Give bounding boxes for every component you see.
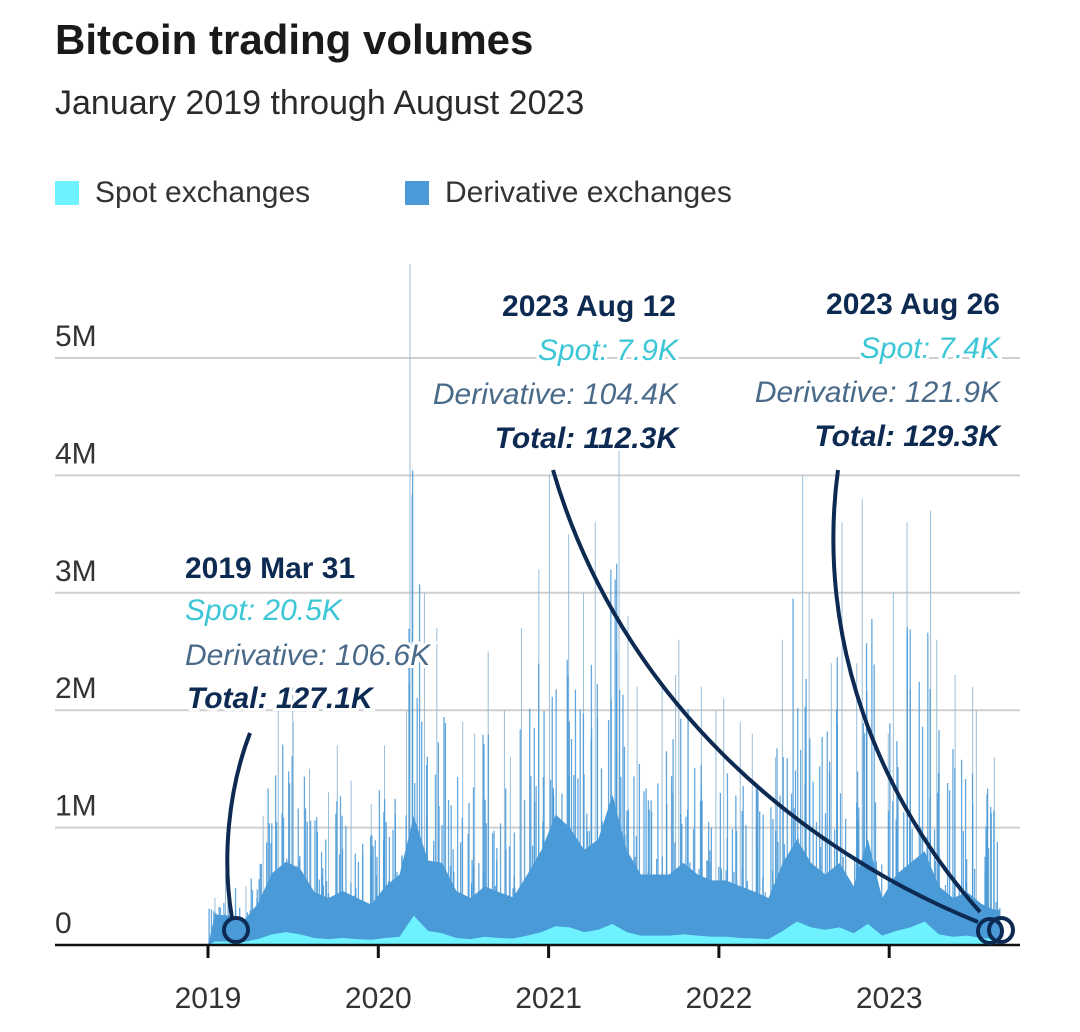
annotation-marker-3 [987, 916, 1015, 944]
legend-swatch-derivative [405, 181, 429, 205]
y-tick-label: 3M [55, 555, 97, 588]
annotation-1-date: 2019 Mar 31 [185, 552, 355, 585]
y-tick-label: 1M [55, 790, 97, 823]
annotation-leader-3 [831, 469, 982, 914]
legend-label-derivative: Derivative exchanges [445, 176, 732, 209]
legend-swatch-spot [55, 181, 79, 205]
y-tick-label: 4M [55, 437, 97, 470]
annotation-1-spot: Spot: 20.5K [185, 594, 344, 627]
chart-subtitle: January 2019 through August 2023 [55, 84, 585, 122]
y-tick-label: 5M [55, 320, 97, 353]
area-spot-exchanges [208, 915, 1000, 945]
annotation-3-date: 2023 Aug 26 [826, 288, 1000, 321]
annotation-3-total: Total: 129.3K [814, 420, 1002, 453]
annotation-leader-1 [225, 732, 252, 919]
annotation-leader-2 [551, 469, 979, 924]
y-tick-label: 2M [55, 672, 97, 705]
chart-title: Bitcoin trading volumes [55, 16, 534, 63]
annotation-3-derivative: Derivative: 121.9K [755, 376, 1002, 409]
annotation-marker-2 [976, 917, 1004, 945]
y-tick-label: 0 [55, 907, 72, 940]
annotation-2-total: Total: 112.3K [495, 422, 681, 455]
legend-item-derivative: Derivative exchanges [405, 176, 732, 210]
x-tick-label: 2021 [515, 982, 582, 1015]
x-tick-label: 2023 [856, 982, 923, 1015]
x-tick-label: 2020 [345, 982, 412, 1015]
annotation-2-date: 2023 Aug 12 [502, 290, 676, 323]
annotation-1-total: Total: 127.1K [187, 682, 375, 715]
annotation-2-spot: Spot: 7.9K [538, 334, 680, 367]
annotation-3-spot: Spot: 7.4K [860, 332, 1002, 365]
area-derivative-exchanges [208, 794, 1000, 945]
x-tick-label: 2019 [175, 982, 242, 1015]
x-tick-label: 2022 [686, 982, 753, 1015]
annotation-1-derivative: Derivative: 106.6K [185, 639, 432, 672]
annotation-2-derivative: Derivative: 104.4K [433, 378, 680, 411]
legend-label-spot: Spot exchanges [95, 176, 311, 209]
annotation-marker-1 [222, 916, 250, 944]
legend-item-spot: Spot exchanges [55, 176, 310, 210]
